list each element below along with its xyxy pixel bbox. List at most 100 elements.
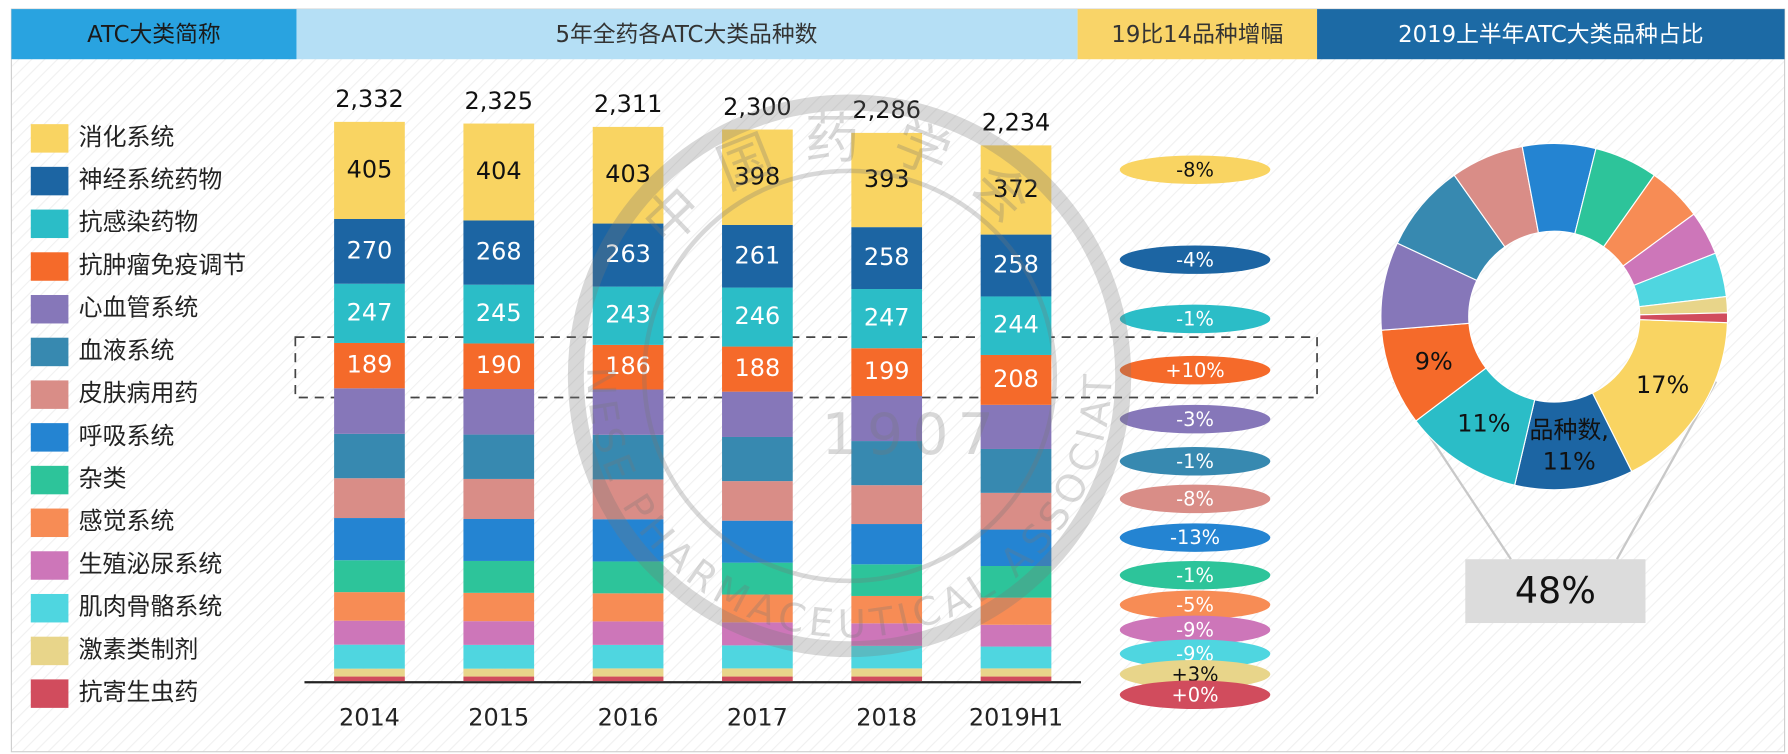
x-tick-label: 2019H1 [969,704,1063,732]
legend-swatch [30,679,69,708]
legend-label: 抗感染药物 [79,208,199,236]
data-label: 188 [735,354,781,382]
data-label: 261 [735,241,781,269]
growth-label: -9% [1176,642,1214,665]
data-label: 199 [864,357,910,385]
donut-label: 11% [1543,448,1596,476]
legend-label: 生殖泌尿系统 [79,550,223,578]
growth-marker [1119,355,1271,385]
growth-label: -3% [1176,408,1214,431]
data-label: 258 [993,251,1039,279]
bar-segment [592,668,664,677]
bar-segment [463,389,535,435]
legend-label: 呼吸系统 [79,422,175,450]
legend-swatch [30,593,69,623]
donut-slice [1639,312,1729,324]
legend-swatch [30,294,69,324]
bar-segment [592,519,664,562]
bar-segment [334,560,405,593]
data-label: 263 [605,240,651,268]
bar-segment [334,433,405,479]
bar-segment [722,346,793,392]
bar-segment [980,676,1052,682]
bar-segment [980,624,1052,647]
legend-swatch [30,166,69,196]
bar-segment [851,441,923,486]
bar-segment [980,404,1052,449]
bar-segment [722,129,793,225]
bar-segment [334,342,405,389]
data-label: 247 [347,298,393,326]
bar-segment [722,622,793,646]
legend-label: 激素类制剂 [79,635,199,663]
bar-segment [980,234,1052,297]
bar-segment [851,395,923,442]
bar-segment [334,283,405,343]
bar-segment [592,434,664,480]
bar-segment [851,623,923,646]
bar-segment [980,145,1052,235]
data-label: 270 [347,236,393,264]
bar-segment [334,668,405,677]
bar-segment [722,391,793,437]
bar-segment [722,436,793,482]
data-label: 244 [993,311,1039,339]
bar-segment [722,481,793,521]
growth-label: +10% [1165,359,1224,382]
callout-box [1465,559,1646,624]
header-cell [1077,9,1318,60]
legend-label: 心血管系统 [79,294,199,322]
growth-marker [1119,680,1271,710]
growth-marker [1119,155,1271,184]
bar-segment [334,620,405,645]
legend-swatch [30,337,69,367]
bar-segment [851,227,923,290]
data-label: 258 [864,243,910,271]
header-text: 5年全药各ATC大类品种数 [555,22,817,48]
bar-segment [980,354,1052,405]
growth-marker [1119,639,1271,669]
bar-segment [463,676,535,682]
donut-label: 17% [1636,371,1689,399]
growth-marker [1119,523,1271,552]
growth-label: -8% [1176,488,1214,511]
bar-segment [851,524,923,565]
header-text: 2019上半年ATC大类品种占比 [1398,22,1703,48]
total-label: 2,311 [594,90,663,118]
x-tick-label: 2016 [598,704,659,732]
donut-series-label: 品种数, [1530,416,1609,444]
legend-label: 感觉系统 [79,507,175,535]
donut-label: 11% [1457,409,1510,437]
bar-segment [851,645,923,669]
legend-label: 血液系统 [79,336,175,364]
bar-segment [463,434,535,479]
legend-label: 神经系统药物 [79,166,223,194]
growth-marker [1119,484,1271,514]
bar-segment [980,296,1052,355]
growth-label: +3% [1172,663,1219,686]
data-label: 190 [476,351,522,379]
bar-segment [334,518,405,561]
growth-marker [1119,560,1271,590]
legend-swatch [30,636,69,666]
bar-segment [463,668,535,677]
legend-swatch [30,209,69,239]
total-label: 2,286 [852,96,921,124]
header-text: ATC大类简称 [87,22,221,48]
bar-segment [851,132,923,228]
legend-label: 抗寄生虫药 [79,678,199,706]
watermark-ring [641,168,1058,584]
bar-segment [851,595,923,624]
total-label: 2,325 [465,87,534,115]
data-label: 398 [735,162,781,190]
bar-segment [722,594,793,623]
legend-label: 抗肿瘤免疫调节 [79,251,247,279]
growth-marker [1119,447,1271,476]
legend-label: 杂类 [79,465,127,493]
bar-segment [334,644,405,669]
donut-label: 9% [1415,347,1453,375]
bar-segment [592,621,664,645]
bar-segment [851,289,923,349]
growth-marker [1119,590,1271,620]
